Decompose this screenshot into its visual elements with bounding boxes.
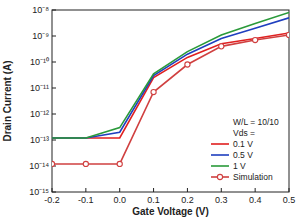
legend-swatch <box>211 143 229 145</box>
x-tick-label: 0.4 <box>249 195 262 205</box>
y-tick-label: 10⁻¹⁴ <box>29 161 49 171</box>
x-tick-label: 0.0 <box>113 195 126 205</box>
series-marker <box>286 32 289 37</box>
series-marker <box>185 62 190 67</box>
legend-label: 0.5 V <box>233 150 253 160</box>
y-tick <box>52 36 56 37</box>
y-tick <box>52 10 56 11</box>
y-tick-label: 10⁻¹⁵ <box>29 187 49 197</box>
y-tick-label: 10⁻¹² <box>30 109 49 119</box>
y-tick-label: 10⁻¹³ <box>30 135 49 145</box>
series-line <box>52 33 289 138</box>
x-tick <box>221 188 222 192</box>
x-tick-label: 0.3 <box>215 195 228 205</box>
y-tick <box>52 114 56 115</box>
legend-swatch <box>211 154 229 156</box>
y-axis-title: Drain Current (A) <box>2 60 13 141</box>
y-tick-label: 10⁻⁹ <box>32 31 49 41</box>
x-tick <box>119 188 120 192</box>
y-tick <box>52 62 56 63</box>
series-marker <box>151 89 156 94</box>
y-tick-label: 10⁻¹⁰ <box>30 57 49 67</box>
legend-swatch <box>211 165 229 167</box>
y-tick-label: 10⁻¹¹ <box>30 83 49 93</box>
legend-label: 0.1 V <box>233 139 253 149</box>
x-tick-label: 0.5 <box>283 195 296 205</box>
y-tick <box>52 88 56 89</box>
series-marker <box>253 37 258 42</box>
legend-marker <box>217 174 222 179</box>
x-tick-label: 0.1 <box>147 195 160 205</box>
x-tick <box>187 188 188 192</box>
legend: W/L = 10/10Vds =0.1 V0.5 V1 VSimulation <box>211 117 279 182</box>
series-line <box>52 13 289 138</box>
x-tick <box>52 188 53 192</box>
legend-annotation: W/L = 10/10 <box>233 117 279 127</box>
series-marker <box>52 161 55 166</box>
series-line <box>52 35 289 164</box>
y-tick <box>52 192 56 193</box>
x-tick-label: 0.2 <box>181 195 194 205</box>
y-tick <box>52 140 56 141</box>
x-tick <box>85 188 86 192</box>
legend-annotation: Vds = <box>233 128 255 138</box>
x-tick <box>153 188 154 192</box>
x-axis-title: Gate Voltage (V) <box>132 206 209 217</box>
series-group <box>52 13 289 167</box>
plot-frame <box>52 10 289 192</box>
series-marker <box>219 44 224 49</box>
x-tick <box>289 188 290 192</box>
y-tick-label: 10⁻⁸ <box>32 5 49 15</box>
legend-label: 1 V <box>233 161 246 171</box>
x-tick-label: -0.1 <box>78 195 94 205</box>
series-marker <box>83 161 88 166</box>
x-tick <box>255 188 256 192</box>
legend-label: Simulation <box>233 172 273 182</box>
chart: -0.2-0.10.00.10.20.30.40.510⁻¹⁵10⁻¹⁴10⁻¹… <box>0 0 297 220</box>
series-marker <box>117 161 122 166</box>
